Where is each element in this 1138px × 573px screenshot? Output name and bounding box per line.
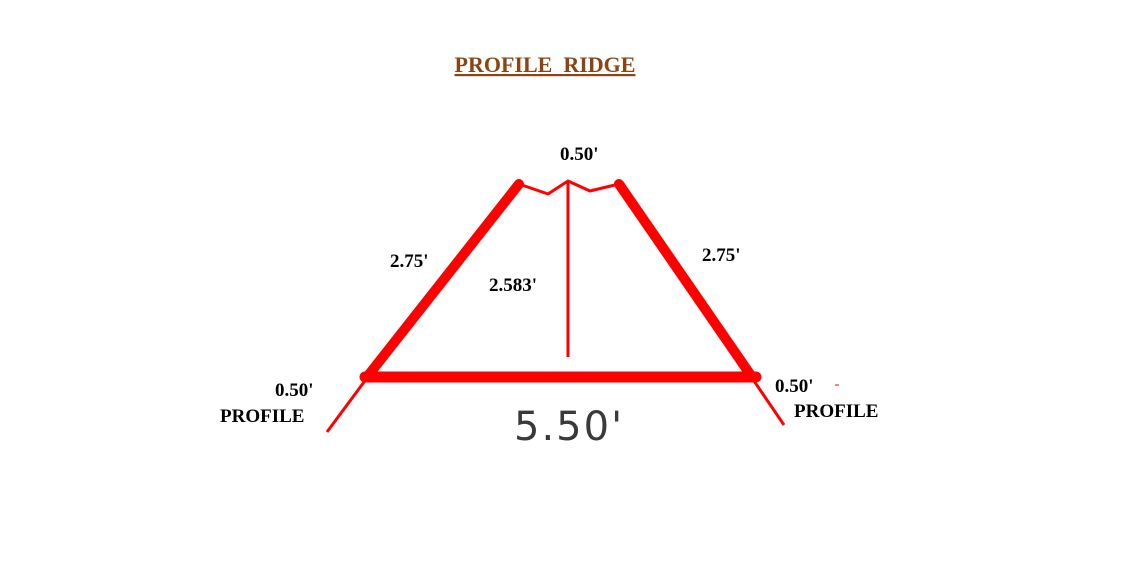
bottom-width-label: 5.50' [514, 404, 624, 450]
left-profile-line [325, 377, 369, 433]
right-profile-line [750, 377, 786, 426]
left-slope-label: 2.75' [390, 251, 429, 272]
right-slope-label: 2.75' [702, 245, 741, 266]
right-extension-name: PROFILE [794, 401, 878, 422]
diagram-title: PROFILE RIDGE [455, 52, 636, 77]
left-slope-line [362, 179, 524, 382]
left-extension-name: PROFILE [220, 406, 304, 427]
left-extension-label: 0.50' [275, 380, 314, 401]
right-extension-label: 0.50' [775, 376, 814, 397]
height-label: 2.583' [489, 275, 537, 296]
right-slope-line [614, 179, 757, 382]
top-width-label: 0.50' [560, 144, 599, 165]
